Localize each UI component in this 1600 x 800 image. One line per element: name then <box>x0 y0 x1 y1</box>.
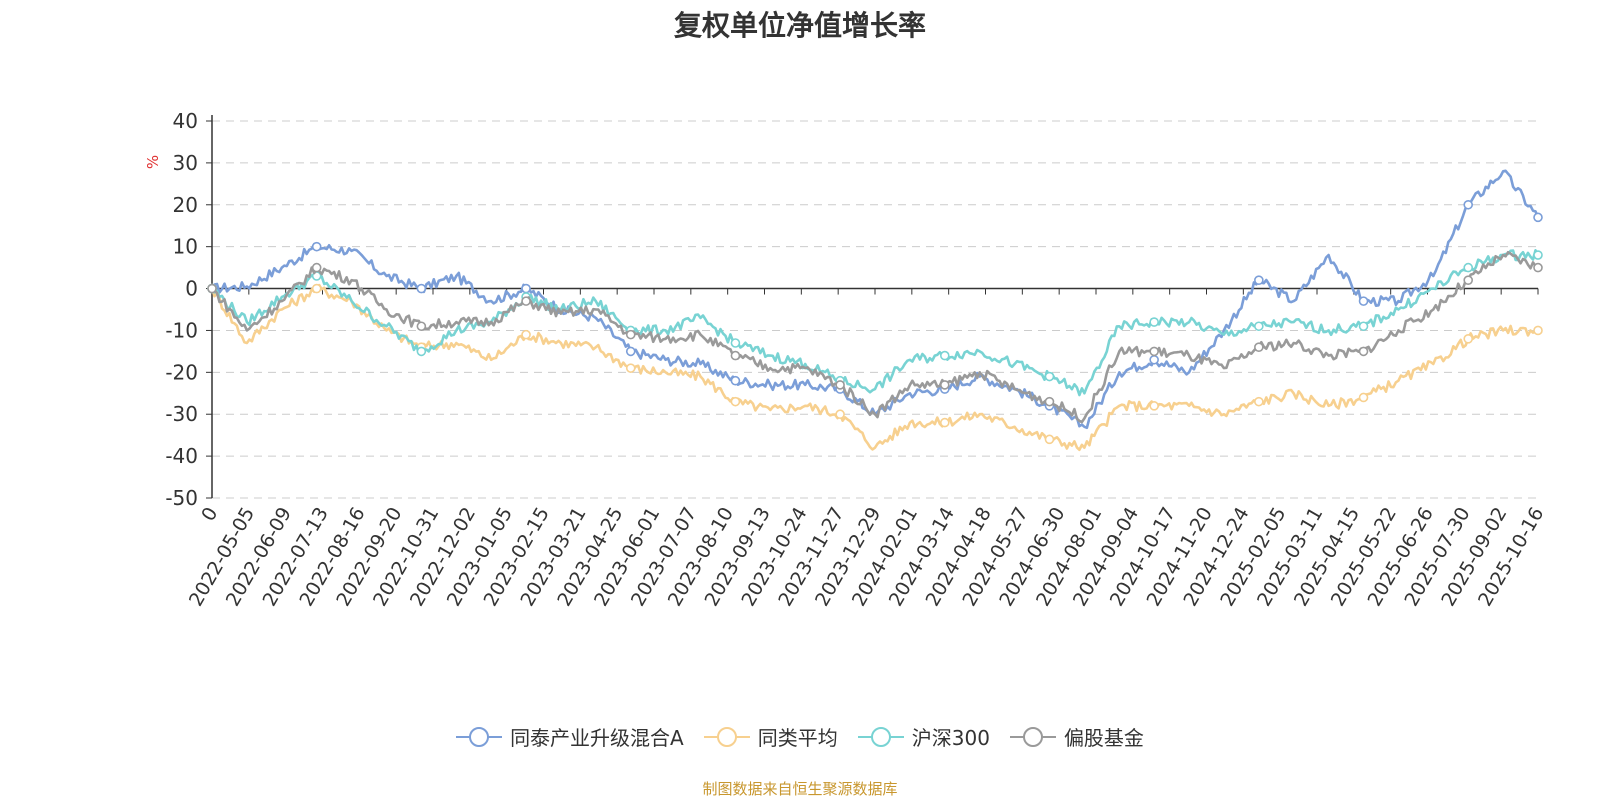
legend-label: 同泰产业升级混合A <box>510 726 684 750</box>
legend-label: 沪深300 <box>911 726 990 750</box>
data-point <box>1358 392 1369 403</box>
data-point <box>1358 296 1369 306</box>
legend-item-equity-fund[interactable]: 偏股基金 <box>1009 722 1144 751</box>
legend-item-fund[interactable]: 同泰产业升级混合A <box>456 722 684 751</box>
y-tick-label: 10 <box>173 235 198 259</box>
data-point <box>416 346 427 357</box>
data-point <box>730 375 741 386</box>
data-point <box>1463 334 1474 344</box>
data-point <box>521 296 531 306</box>
legend-label: 偏股基金 <box>1063 726 1144 750</box>
data-point <box>939 350 950 361</box>
data-point <box>730 338 741 348</box>
x-tick-label: 0 <box>197 504 222 525</box>
y-tick-label: 0 <box>185 277 198 301</box>
data-point <box>416 321 427 332</box>
data-point <box>1254 275 1264 285</box>
y-tick-label: 20 <box>173 193 198 217</box>
legend-marker-icon <box>1009 726 1056 747</box>
data-point <box>1358 346 1369 357</box>
data-point <box>939 380 950 390</box>
data-point <box>1254 342 1264 353</box>
data-point <box>1463 262 1474 273</box>
y-tick-label: -50 <box>165 486 198 510</box>
data-point <box>625 346 636 357</box>
data-point <box>1149 317 1159 327</box>
y-axis-unit: % <box>144 155 162 169</box>
data-point <box>625 329 636 340</box>
data-point <box>1149 354 1159 365</box>
data-point <box>730 350 741 361</box>
chart-title: 复权单位净值增长率 <box>673 9 926 42</box>
data-point <box>1254 396 1264 407</box>
data-point <box>1463 275 1474 285</box>
data-point <box>1533 262 1543 273</box>
legend-label: 同类平均 <box>757 726 838 750</box>
legend-item-peer-average[interactable]: 同类平均 <box>703 722 838 751</box>
data-point <box>1463 199 1474 210</box>
data-point <box>521 329 531 340</box>
legend-item-csi300[interactable]: 沪深300 <box>857 722 990 751</box>
data-point <box>1044 396 1055 407</box>
data-point <box>207 283 217 294</box>
series-line <box>210 249 1540 397</box>
y-tick-label: -10 <box>165 318 198 342</box>
data-point <box>835 380 845 390</box>
data-point <box>625 363 636 373</box>
data-point <box>311 241 322 252</box>
legend-marker-icon <box>703 726 750 747</box>
source-footnote: 制图数据来自恒生聚源数据库 <box>702 780 898 798</box>
y-tick-label: -30 <box>165 402 198 426</box>
legend-marker-icon <box>456 726 503 747</box>
data-point <box>1533 250 1543 260</box>
data-point <box>835 409 845 420</box>
data-point <box>1533 325 1543 336</box>
data-point <box>1149 401 1159 411</box>
data-point <box>1044 371 1055 382</box>
data-point <box>730 396 741 407</box>
data-point <box>311 283 322 294</box>
y-tick-label: -40 <box>165 444 198 468</box>
line-chart: 403020100-10-20-30-40-50%02022-05-052022… <box>144 109 1548 610</box>
legend-marker-icon <box>857 726 904 747</box>
data-point <box>1044 434 1055 445</box>
data-point <box>939 417 950 428</box>
data-point <box>1254 321 1264 332</box>
data-point <box>1533 212 1543 223</box>
legend: 同泰产业升级混合A 同类平均 沪深300 偏股基金 <box>0 722 1600 751</box>
series-line <box>211 250 1539 424</box>
data-point <box>311 262 322 273</box>
data-point <box>521 283 531 294</box>
data-point <box>416 283 427 294</box>
y-tick-label: 40 <box>173 109 198 133</box>
series-line <box>210 283 1539 452</box>
data-point <box>1149 346 1159 357</box>
y-tick-label: 30 <box>173 151 198 175</box>
data-point <box>1358 321 1369 332</box>
y-tick-label: -20 <box>165 360 198 384</box>
